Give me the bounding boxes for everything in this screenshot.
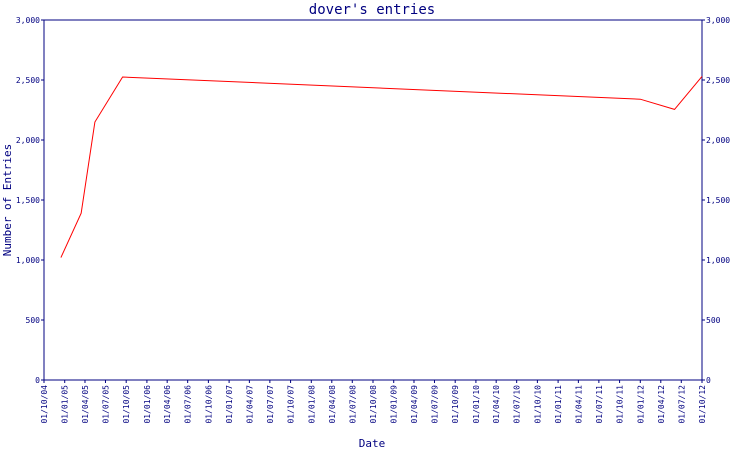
x-tick-label: 01/04/05 bbox=[81, 385, 90, 424]
x-tick-label: 01/01/07 bbox=[225, 385, 234, 424]
y-axis-left: 0 500 1,000 1,500 2,000 2,500 3,000 bbox=[16, 16, 44, 385]
y-tick-label: 500 bbox=[26, 316, 41, 325]
y-tick-label: 1,500 bbox=[16, 196, 40, 205]
x-tick-label: 01/01/10 bbox=[472, 385, 481, 424]
series-line bbox=[60, 76, 703, 258]
x-tick-label: 01/07/10 bbox=[513, 385, 522, 424]
x-tick-label: 01/07/11 bbox=[595, 385, 604, 424]
y-tick-label: 3,000 bbox=[16, 16, 40, 25]
x-tick-label: 01/07/07 bbox=[266, 385, 275, 424]
x-tick-label: 01/10/11 bbox=[616, 385, 625, 424]
y-axis-right: 0 500 1,000 1,500 2,000 2,500 3,000 bbox=[702, 16, 730, 385]
y-tick-label: 1,000 bbox=[706, 256, 730, 265]
y-tick-label: 2,000 bbox=[16, 136, 40, 145]
x-tick-label: 01/10/07 bbox=[287, 385, 296, 424]
x-tick-label: 01/07/12 bbox=[677, 385, 686, 424]
series-group bbox=[60, 76, 703, 258]
x-tick-label: 01/10/05 bbox=[122, 385, 131, 424]
x-tick-label: 01/04/06 bbox=[163, 385, 172, 424]
x-tick-label: 01/10/06 bbox=[204, 385, 213, 424]
x-tick-label: 01/07/06 bbox=[184, 385, 193, 424]
x-tick-label: 01/04/09 bbox=[410, 385, 419, 424]
x-tick-label: 01/07/05 bbox=[101, 385, 110, 424]
x-tick-label: 01/01/12 bbox=[636, 385, 645, 424]
y-tick-label: 3,000 bbox=[706, 16, 730, 25]
x-tick-label: 01/10/04 bbox=[40, 385, 49, 424]
y-tick-label: 0 bbox=[706, 376, 711, 385]
x-tick-label: 01/10/12 bbox=[698, 385, 707, 424]
x-tick-label: 01/04/08 bbox=[328, 385, 337, 424]
x-tick-label: 01/04/11 bbox=[574, 385, 583, 424]
x-tick-label: 01/10/10 bbox=[533, 385, 542, 424]
x-axis-label: Date bbox=[359, 437, 386, 450]
x-tick-label: 01/07/09 bbox=[430, 385, 439, 424]
x-tick-label: 01/10/09 bbox=[451, 385, 460, 424]
plot-border bbox=[43, 19, 703, 381]
x-tick-label: 01/01/08 bbox=[307, 385, 316, 424]
y-tick-label: 1,500 bbox=[706, 196, 730, 205]
chart-title: dover's entries bbox=[309, 2, 435, 18]
x-tick-label: 01/01/06 bbox=[143, 385, 152, 424]
x-tick-label: 01/10/08 bbox=[369, 385, 378, 424]
x-tick-label: 01/04/10 bbox=[492, 385, 501, 424]
x-tick-label: 01/07/08 bbox=[348, 385, 357, 424]
y-tick-label: 0 bbox=[35, 376, 40, 385]
y-tick-label: 500 bbox=[706, 316, 721, 325]
plot-frame bbox=[43, 19, 703, 381]
x-tick-label: 01/01/11 bbox=[554, 385, 563, 424]
y-tick-label: 2,000 bbox=[706, 136, 730, 145]
y-tick-label: 2,500 bbox=[706, 76, 730, 85]
x-axis: 01/10/04 01/01/05 01/04/05 01/07/05 01/10/05… bbox=[40, 380, 707, 424]
y-tick-label: 2,500 bbox=[16, 76, 40, 85]
y-tick-label: 1,000 bbox=[16, 256, 40, 265]
x-tick-label: 01/04/07 bbox=[245, 385, 254, 424]
x-tick-label: 01/04/12 bbox=[657, 385, 666, 424]
x-tick-label: 01/01/05 bbox=[61, 385, 70, 424]
x-tick-label: 01/01/09 bbox=[390, 385, 399, 424]
y-axis-label: Number of Entries bbox=[1, 144, 14, 257]
